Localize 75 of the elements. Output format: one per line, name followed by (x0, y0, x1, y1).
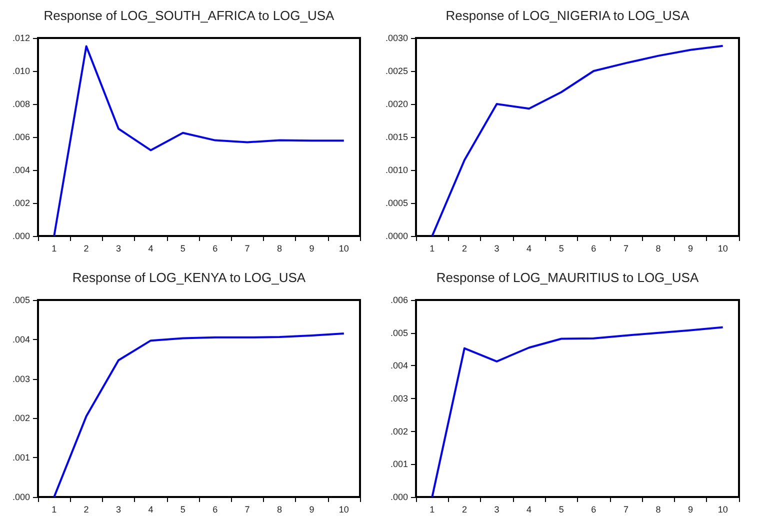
x-tick-label: 1 (430, 244, 435, 254)
y-tick-label: .008 (12, 99, 30, 109)
line-series (431, 44, 724, 237)
line-series (431, 326, 724, 498)
x-tick-label: 8 (276, 504, 282, 514)
x-tick-label: 5 (180, 244, 186, 254)
x-tick-label: 2 (462, 504, 467, 514)
x-tick-label: 7 (244, 504, 250, 514)
x-tick-label: 4 (526, 244, 532, 254)
chart-title: Response of LOG_MAURITIUS to LOG_USA (436, 270, 699, 285)
y-tick-label: .0010 (385, 165, 408, 175)
x-tick-label: 10 (718, 504, 728, 514)
x-tick-label: 3 (494, 504, 500, 514)
x-tick-label: 8 (656, 244, 661, 254)
y-tick-label: .006 (390, 295, 408, 305)
x-tick-label: 6 (591, 504, 596, 514)
y-tick-label: .005 (390, 328, 408, 338)
x-tick-label: 5 (180, 504, 186, 514)
y-tick-label: .003 (12, 374, 30, 384)
x-tick-label: 4 (148, 504, 154, 514)
x-tick-label: 3 (116, 244, 122, 254)
x-tick-label: 10 (338, 244, 349, 254)
y-tick-label: .003 (390, 394, 408, 404)
y-tick-label: .000 (12, 231, 30, 241)
y-tick-label: .002 (390, 426, 408, 436)
y-tick-label: .001 (12, 452, 30, 463)
y-tick-label: .0005 (385, 198, 408, 208)
x-tick-label: 10 (338, 504, 349, 514)
x-tick-label: 1 (430, 504, 435, 514)
x-tick-label: 6 (212, 244, 218, 254)
x-tick-label: 7 (623, 244, 628, 254)
x-tick-label: 9 (688, 504, 694, 514)
x-tick-label: 5 (558, 504, 564, 514)
x-tick-label: 6 (591, 244, 596, 254)
x-tick-label: 4 (148, 244, 154, 254)
y-tick-label: .0015 (385, 132, 408, 142)
line-series (53, 332, 345, 498)
y-tick-label: .012 (12, 33, 30, 43)
x-tick-label: 4 (526, 504, 532, 514)
x-tick-label: 6 (212, 504, 218, 514)
x-tick-label: 9 (688, 244, 694, 254)
y-tick-label: .002 (12, 413, 30, 424)
y-tick-label: .001 (390, 459, 408, 470)
x-tick-label: 5 (558, 244, 564, 254)
y-tick-label: .006 (12, 132, 30, 142)
y-tick-label: .0020 (385, 99, 408, 109)
y-tick-label: .002 (12, 198, 30, 208)
x-tick-label: 8 (656, 504, 661, 514)
x-tick-label: 3 (494, 244, 500, 254)
y-tick-label: .000 (390, 492, 408, 502)
y-tick-label: .0030 (385, 33, 408, 43)
x-tick-label: 9 (309, 244, 314, 254)
x-tick-label: 1 (52, 504, 57, 514)
y-tick-label: .005 (12, 295, 30, 305)
x-tick-label: 2 (84, 504, 89, 514)
y-tick-label: .004 (12, 334, 30, 344)
y-tick-label: .010 (12, 66, 30, 76)
y-tick-label: .0000 (385, 231, 408, 241)
x-tick-label: 3 (116, 504, 122, 514)
x-tick-label: 1 (52, 244, 57, 254)
y-tick-label: .004 (390, 360, 408, 371)
y-tick-label: .004 (12, 165, 30, 175)
x-tick-label: 7 (244, 244, 250, 254)
x-tick-label: 8 (276, 244, 282, 254)
chart-title: Response of LOG_SOUTH_AFRICA to LOG_USA (44, 8, 335, 23)
y-tick-label: .0025 (385, 66, 408, 76)
chart-title: Response of LOG_NIGERIA to LOG_USA (446, 8, 690, 23)
x-tick-label: 9 (309, 504, 314, 514)
x-tick-label: 10 (718, 244, 728, 254)
y-tick-label: .000 (12, 492, 30, 502)
line-series (53, 45, 345, 237)
x-tick-label: 2 (84, 244, 89, 254)
x-tick-label: 7 (623, 504, 628, 514)
chart-title: Response of LOG_KENYA to LOG_USA (72, 270, 306, 285)
x-tick-label: 2 (462, 244, 467, 254)
